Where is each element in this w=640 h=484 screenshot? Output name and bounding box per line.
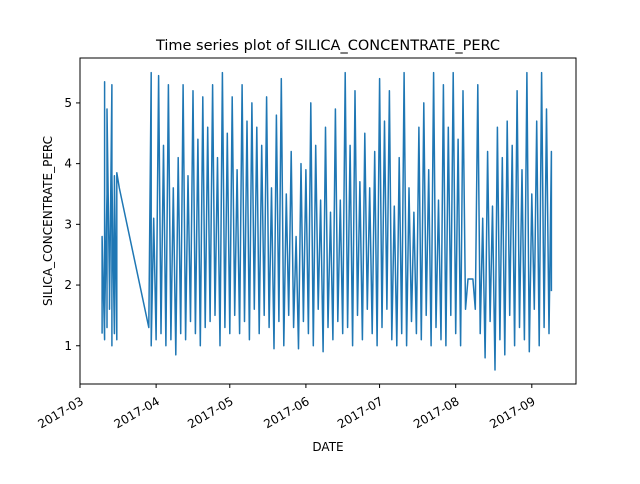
plot-frame	[79, 57, 577, 385]
x-axis-label: DATE	[312, 440, 343, 454]
chart-title: Time series plot of SILICA_CONCENTRATE_P…	[155, 38, 500, 54]
y-tick-label: 5	[64, 96, 72, 110]
plot-area	[101, 71, 553, 371]
y-axis-label: SILICA_CONCENTRATE_PERC	[41, 136, 55, 306]
x-tick-label: 2017-06	[261, 394, 311, 431]
series-line-0	[101, 71, 553, 371]
x-tick-label: 2017-03	[35, 394, 85, 431]
y-axis: 1 2 3 4 5	[64, 96, 80, 353]
x-tick-label: 2017-05	[185, 394, 235, 431]
x-tick-label: 2017-09	[487, 394, 537, 431]
x-tick-label: 2017-07	[335, 394, 385, 431]
y-tick-label: 2	[64, 278, 72, 292]
y-tick-label: 4	[64, 157, 72, 171]
x-tick-label: 2017-08	[411, 394, 461, 431]
x-axis: 2017-03 2017-04 2017-05 2017-06 2017-07 2017-…	[35, 384, 538, 431]
y-tick-label: 1	[64, 339, 72, 353]
y-tick-label: 3	[64, 217, 72, 231]
x-tick-label: 2017-04	[112, 394, 162, 431]
